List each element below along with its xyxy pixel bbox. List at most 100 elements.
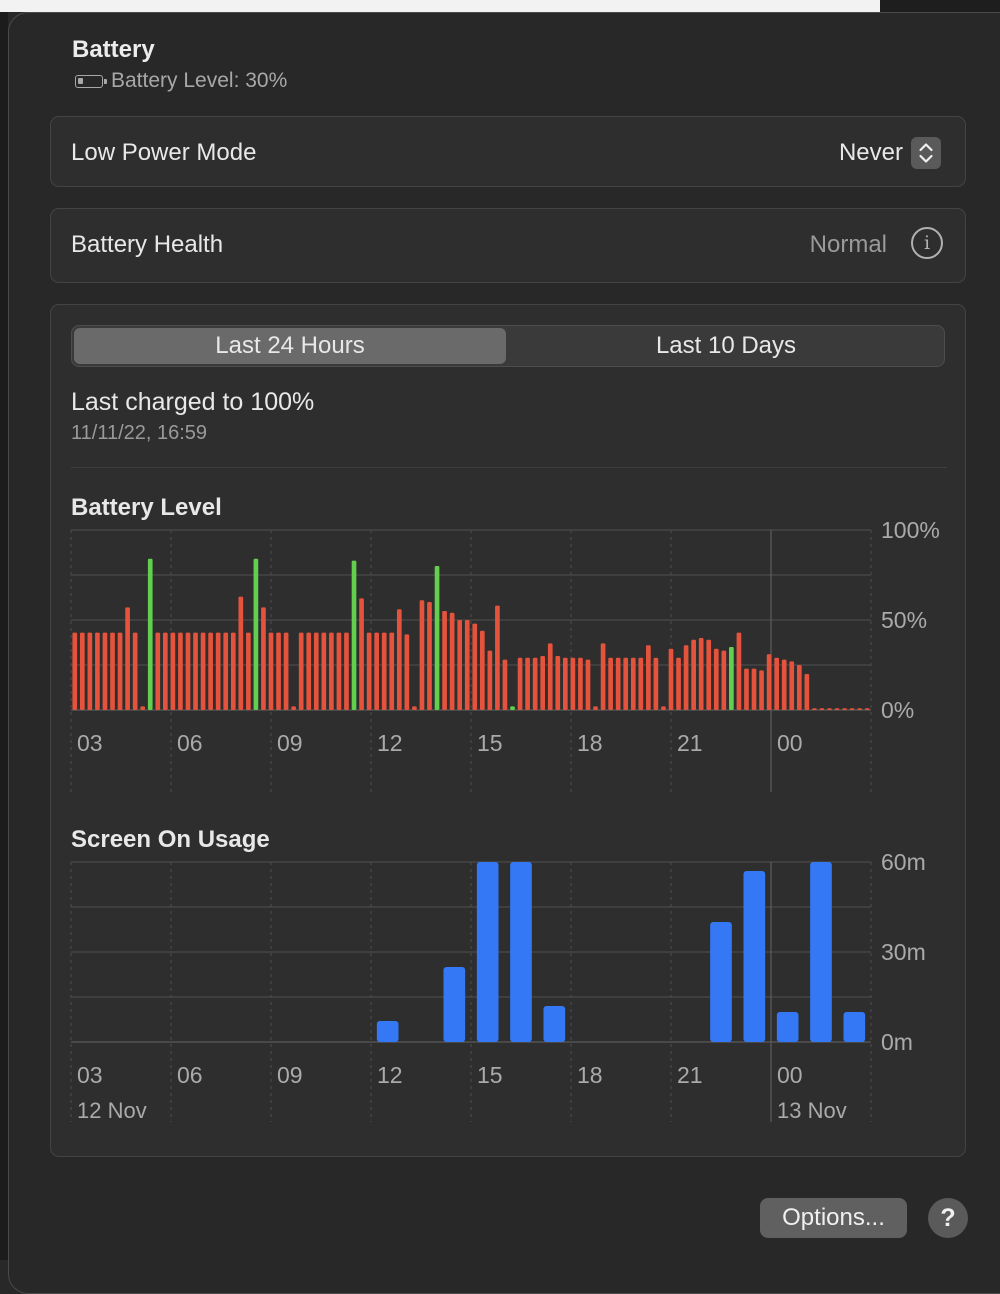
- battery-level-bar: [676, 657, 681, 710]
- battery-level-bar: [691, 639, 696, 710]
- y-tick-label: 30m: [881, 939, 926, 965]
- battery-level-bar: [344, 632, 349, 710]
- battery-level-bar: [117, 632, 123, 710]
- screen-usage-bar: [376, 1021, 399, 1042]
- x-tick-label: 09: [277, 730, 303, 756]
- battery-level-bar: [396, 609, 402, 710]
- screen-usage-bar: [743, 871, 766, 1042]
- battery-level-bar: [479, 630, 485, 710]
- battery-level-bar: [261, 607, 266, 710]
- battery-level-bar: [555, 656, 561, 710]
- battery-level-subtitle: Battery Level: 30%: [75, 69, 287, 93]
- battery-level-bar: [374, 632, 379, 710]
- battery-level-bar: [623, 657, 629, 710]
- battery-level-bar: [389, 632, 395, 710]
- battery-level-text: Battery Level: 30%: [111, 69, 288, 92]
- battery-level-bar: [827, 708, 832, 710]
- screen-usage-bar: [443, 967, 466, 1042]
- battery-level-bar: [630, 657, 636, 710]
- x-tick-label: 18: [577, 1062, 603, 1088]
- tab-last-10-days[interactable]: Last 10 Days: [655, 332, 797, 359]
- screen-usage-bar: [776, 1012, 799, 1042]
- battery-level-bar: [751, 668, 757, 710]
- up-down-chevron-icon[interactable]: [911, 137, 941, 169]
- battery-level-bar: [593, 706, 598, 710]
- charging-bar: [147, 558, 153, 710]
- x-tick-label: 06: [177, 730, 203, 756]
- background-window-strip: [0, 0, 880, 12]
- battery-level-bar: [87, 632, 93, 710]
- screen-usage-bar: [843, 1012, 866, 1042]
- battery-level-bar: [547, 643, 553, 710]
- battery-level-bar: [532, 657, 538, 710]
- battery-level-bar: [185, 632, 191, 710]
- battery-level-bar: [789, 661, 795, 710]
- battery-level-bar: [200, 632, 206, 710]
- screen-usage-bar: [710, 922, 732, 1042]
- battery-level-bar: [276, 632, 281, 710]
- battery-health-value: Normal: [809, 231, 887, 258]
- battery-level-bar: [298, 632, 304, 710]
- screen-usage-bar: [476, 862, 499, 1042]
- charging-bar: [253, 558, 259, 710]
- battery-level-bar: [646, 645, 651, 710]
- help-button[interactable]: ?: [928, 1198, 968, 1238]
- section-divider: [71, 467, 947, 468]
- battery-level-bar: [404, 634, 410, 710]
- battery-level-bar: [110, 632, 115, 710]
- battery-level-bar: [585, 659, 591, 710]
- battery-level-chart: 100% 50% 0% 03 06 09 12 15 18 21 00: [70, 517, 940, 792]
- battery-level-bar: [72, 632, 78, 710]
- battery-level-bar: [306, 632, 312, 710]
- options-button[interactable]: Options...: [760, 1198, 907, 1238]
- battery-level-bar: [329, 632, 334, 710]
- battery-level-bar: [412, 706, 417, 710]
- y-tick-label: 100%: [881, 517, 940, 543]
- info-icon[interactable]: i: [911, 227, 943, 259]
- battery-level-bar: [246, 632, 251, 710]
- last-charged-time: 11/11/22, 16:59: [71, 422, 208, 444]
- battery-level-bar: [570, 657, 576, 710]
- battery-level-bar: [578, 657, 583, 710]
- battery-level-bar: [268, 632, 274, 710]
- battery-level-bar: [291, 706, 296, 710]
- battery-level-bar: [525, 657, 530, 710]
- battery-level-bar: [540, 656, 546, 710]
- battery-level-bar: [208, 632, 213, 710]
- x-tick-label: 00: [777, 730, 803, 756]
- battery-level-bar: [668, 648, 674, 710]
- battery-level-bar: [170, 632, 176, 710]
- x-tick-label: 00: [777, 1062, 803, 1088]
- battery-level-bar: [381, 632, 387, 710]
- screen-usage-chart-title: Screen On Usage: [71, 826, 270, 853]
- battery-level-bar: [706, 639, 712, 710]
- battery-level-bar: [615, 657, 621, 710]
- battery-level-bar: [321, 632, 327, 710]
- battery-level-bar: [230, 632, 236, 710]
- low-power-mode-row: Low Power Mode Never: [50, 116, 966, 187]
- x-tick-label: 12: [377, 1062, 403, 1088]
- battery-level-bar: [487, 650, 493, 710]
- tab-last-24-hours[interactable]: Last 24 Hours: [74, 328, 506, 364]
- battery-level-bar: [759, 670, 764, 710]
- battery-level-bar: [140, 706, 146, 710]
- date-label: 13 Nov: [777, 1098, 847, 1123]
- battery-level-bar: [442, 611, 447, 710]
- battery-level-bar: [781, 659, 787, 710]
- battery-level-bar: [744, 668, 749, 710]
- screen-usage-bar: [510, 862, 532, 1042]
- battery-level-bar: [834, 708, 840, 710]
- low-power-mode-value[interactable]: Never: [838, 139, 903, 166]
- background-window-strip-dark: [880, 0, 1000, 12]
- y-tick-label: 50%: [881, 607, 927, 633]
- battery-level-bar: [125, 607, 130, 710]
- battery-level-bar: [223, 632, 229, 710]
- battery-level-bar: [563, 657, 568, 710]
- battery-level-bar: [132, 632, 138, 710]
- battery-level-bar: [796, 665, 802, 710]
- x-tick-label: 15: [477, 1062, 503, 1088]
- battery-level-bar: [359, 598, 364, 710]
- battery-level-bar: [313, 632, 319, 710]
- battery-level-bar: [178, 632, 183, 710]
- battery-level-bar: [419, 600, 425, 710]
